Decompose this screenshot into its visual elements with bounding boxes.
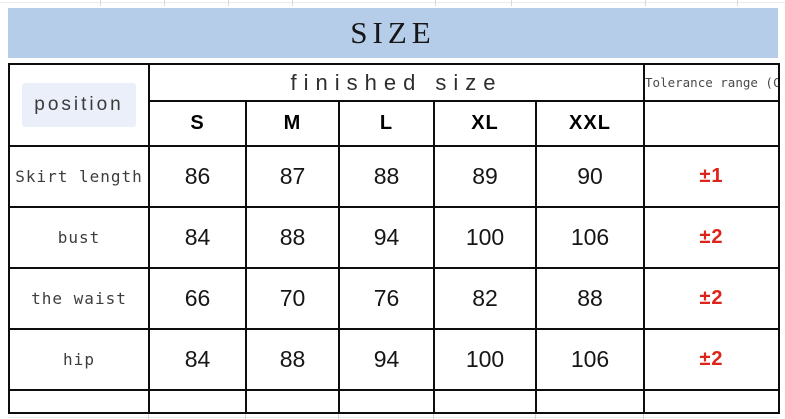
value-cell: 87 [245,145,340,208]
empty-cell [8,389,150,414]
table-row-the-waist: the waist 66 70 76 82 88 ±2 [8,267,781,330]
gridline-tick [535,413,536,419]
gridline-bottom [8,417,778,418]
position-header-cell: position [8,63,150,147]
value-cell: 88 [338,145,435,208]
table-row-skirt-length: Skirt length 86 87 88 89 90 ±1 [8,145,781,208]
value-cell: 70 [245,267,340,330]
value-cell: 76 [338,267,435,330]
empty-cell [534,389,646,414]
empty-cell [433,389,537,414]
row-label: hip [8,328,150,391]
gridline-tick [245,413,246,419]
gridline-tick [164,0,165,6]
gridline-tick [292,0,293,6]
value-cell: 88 [245,206,340,269]
value-cell: 84 [148,206,247,269]
empty-cell [338,389,435,414]
gridline-tick [645,0,646,6]
size-col-s: S [148,100,247,147]
size-col-m: M [245,100,340,147]
tolerance-value: ±2 [643,267,781,330]
gridline-tick [435,0,436,6]
gridline-tick [737,0,738,6]
size-banner-title: SIZE [350,15,436,50]
value-cell: 94 [338,206,435,269]
size-col-xxl: XXL [534,100,646,147]
value-cell: 82 [433,267,537,330]
gridline-tick [148,413,149,419]
value-cell: 66 [148,267,247,330]
table-empty-row [8,389,781,414]
value-cell: 106 [534,328,646,391]
gridline-tick [338,413,339,419]
gridline-tick [100,0,101,6]
size-col-l: L [338,100,435,147]
gridline-tick [511,0,512,6]
empty-cell [245,389,340,414]
size-col-xl: XL [433,100,537,147]
value-cell: 100 [433,206,537,269]
table-header-row-1: position finished size Tolerance range (… [8,63,781,147]
value-cell: 88 [245,328,340,391]
row-label: the waist [8,267,150,330]
finished-size-header-cell: finished size [147,63,646,102]
value-cell: 106 [534,206,646,269]
tolerance-value: ±1 [643,145,781,208]
position-header-label: position [22,83,136,127]
value-cell: 94 [338,328,435,391]
empty-cell [148,389,247,414]
tolerance-empty-cell [643,100,781,147]
value-cell: 86 [148,145,247,208]
gridline-tick [433,413,434,419]
tolerance-value: ±2 [643,328,781,391]
gridline-tick [228,0,229,6]
table-row-bust: bust 84 88 94 100 106 ±2 [8,206,781,269]
gridline-tick [643,413,644,419]
empty-cell [643,389,781,414]
row-label: bust [8,206,150,269]
size-chart-table: position finished size Tolerance range (… [8,63,781,414]
value-cell: 90 [534,145,646,208]
row-label: Skirt length [8,145,150,208]
value-cell: 89 [433,145,537,208]
size-banner: SIZE [8,8,778,58]
value-cell: 84 [148,328,247,391]
value-cell: 100 [433,328,537,391]
tolerance-header-cell: Tolerance range (CM) [643,63,781,102]
value-cell: 88 [534,267,646,330]
gridline-top [0,2,785,3]
table-row-hip: hip 84 88 94 100 106 ±2 [8,328,781,391]
tolerance-value: ±2 [643,206,781,269]
table-header-row-2: S M L XL XXL [9,100,781,147]
